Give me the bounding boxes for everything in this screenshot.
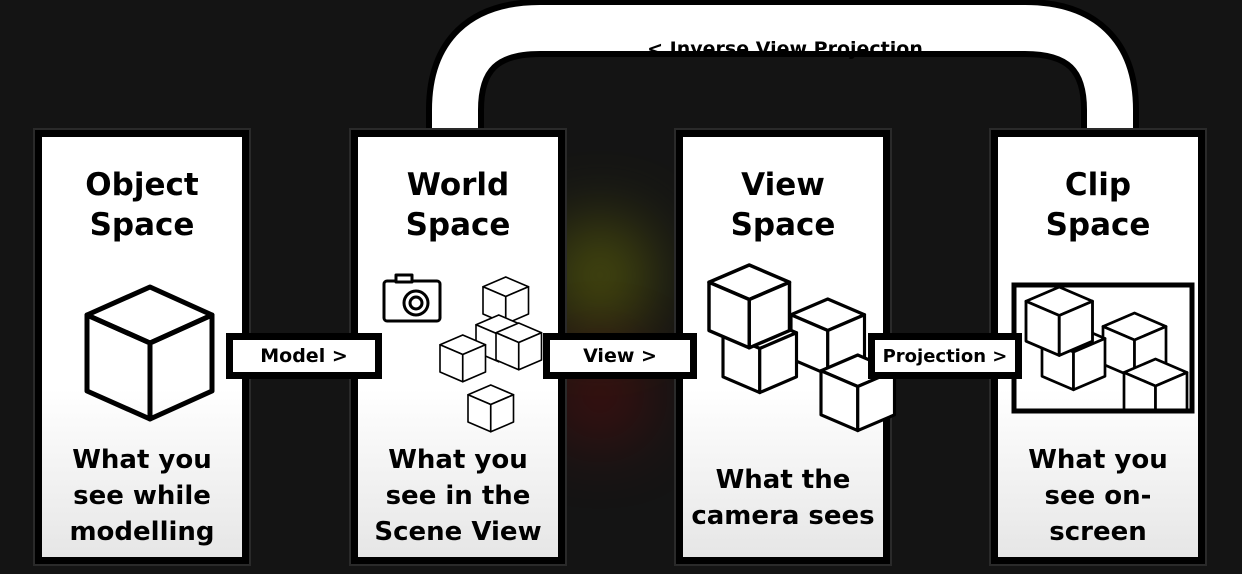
cube-icon — [707, 263, 792, 350]
cube-icon — [482, 276, 530, 325]
cube-icon — [495, 322, 543, 371]
panel-title: View Space — [730, 167, 836, 243]
model-transform-label: Model > — [226, 333, 382, 379]
panel-view-space: View Space What the camera sees — [674, 128, 897, 566]
cube-icon — [1024, 285, 1094, 357]
inverse-label: < Inverse View Projection — [647, 38, 923, 60]
background-glow-yellow — [560, 230, 640, 320]
world-objects-icon — [382, 273, 543, 433]
panel-title: Clip Space — [1045, 167, 1151, 243]
panel-clip-space: Clip Space What you see on- screen — [989, 128, 1207, 566]
cube-icon — [467, 384, 515, 433]
panel-caption: What you see on- screen — [1028, 445, 1168, 547]
cube-icon — [439, 334, 487, 383]
cube-icon — [1122, 357, 1189, 411]
panel-world-space: World Space What you see in t — [349, 128, 567, 566]
panel-object-space: Object Space What you see while modellin… — [33, 128, 251, 566]
panel-title: World Space — [405, 167, 511, 243]
panel-title: Object Space — [85, 167, 199, 243]
cube-icon — [84, 284, 215, 422]
camera-icon — [382, 273, 442, 323]
panel-caption: What you see in the Scene View — [374, 445, 542, 547]
projection-transform-label: Projection > — [868, 333, 1022, 379]
panel-caption: What the camera sees — [691, 465, 875, 531]
view-transform-label: View > — [543, 333, 697, 379]
panel-caption: What you see while modelling — [69, 445, 215, 547]
